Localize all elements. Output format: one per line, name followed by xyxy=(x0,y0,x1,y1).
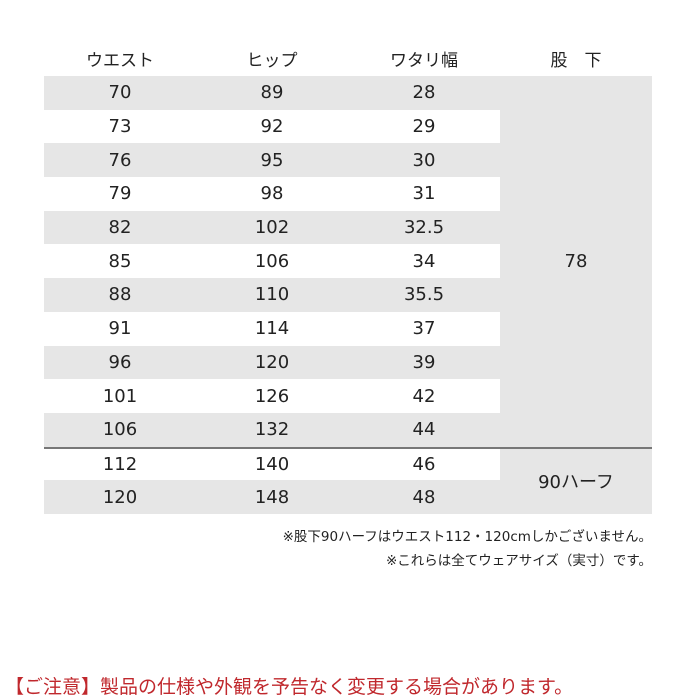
cell-waist: 101 xyxy=(102,385,138,407)
table-body: 70 89 28 73 92 29 76 95 30 79 98 31 82 102 32.5 85 106 34… xyxy=(44,76,652,515)
cell-waist: 96 xyxy=(108,351,132,373)
cell-thigh-width: 31 xyxy=(412,183,436,205)
table-header: ウエスト ヒップ ワタリ幅 股 下 xyxy=(44,40,652,76)
size-table: ウエスト ヒップ ワタリ幅 股 下 70 89 28 73 92 29 76 95 30 79 98… xyxy=(44,40,652,515)
warning-notice: 【ご注意】製品の仕様や外観を予告なく変更する場合があります。 xyxy=(5,676,574,698)
cell-thigh-width: 34 xyxy=(412,250,436,272)
cell-waist: 91 xyxy=(108,318,132,340)
cell-hip: 110 xyxy=(254,284,290,306)
cell-thigh-width: 32.5 xyxy=(403,217,445,239)
cell-hip: 148 xyxy=(254,486,290,508)
cell-hip: 114 xyxy=(254,318,290,340)
cell-waist: 88 xyxy=(108,284,132,306)
cell-thigh-width: 37 xyxy=(412,318,436,340)
cell-waist: 106 xyxy=(102,419,138,441)
cell-waist: 112 xyxy=(102,453,138,475)
cell-thigh-width: 44 xyxy=(412,419,436,441)
header-waist: ウエスト xyxy=(86,50,154,71)
cell-thigh-width: 28 xyxy=(412,82,436,104)
cell-hip: 132 xyxy=(254,419,290,441)
cell-hip: 126 xyxy=(254,385,290,407)
cell-hip: 92 xyxy=(260,116,284,138)
note-wear-size: ※これらは全てウェアサイズ（実寸）です。 xyxy=(385,553,652,569)
cell-hip: 120 xyxy=(254,351,290,373)
cell-thigh-width: 29 xyxy=(412,116,436,138)
header-thigh-width: ワタリ幅 xyxy=(390,50,458,71)
cell-waist: 82 xyxy=(108,217,132,239)
cell-thigh-width: 35.5 xyxy=(403,284,445,306)
cell-hip: 106 xyxy=(254,250,290,272)
cell-waist: 79 xyxy=(108,183,132,205)
cell-thigh-width: 39 xyxy=(412,351,436,373)
cell-thigh-width: 30 xyxy=(412,149,436,171)
cell-hip: 102 xyxy=(254,217,290,239)
cell-thigh-width: 42 xyxy=(412,385,436,407)
cell-waist: 76 xyxy=(108,149,132,171)
cell-hip: 140 xyxy=(254,453,290,475)
note-inseam-90: ※股下90ハーフはウエスト112・120cmしかございません。 xyxy=(282,529,652,545)
cell-thigh-width: 46 xyxy=(412,453,436,475)
header-hip: ヒップ xyxy=(246,50,298,71)
header-inseam: 股 下 xyxy=(550,50,602,71)
cell-hip: 98 xyxy=(260,183,284,205)
cell-waist: 85 xyxy=(108,250,132,272)
cell-hip: 89 xyxy=(260,82,284,104)
cell-waist: 120 xyxy=(102,486,138,508)
cell-thigh-width: 48 xyxy=(412,486,436,508)
cell-waist: 70 xyxy=(108,82,132,104)
cell-inseam-group: 78 xyxy=(500,76,652,447)
cell-inseam-group: 90ハーフ xyxy=(500,448,652,515)
cell-hip: 95 xyxy=(260,149,284,171)
cell-waist: 73 xyxy=(108,116,132,138)
